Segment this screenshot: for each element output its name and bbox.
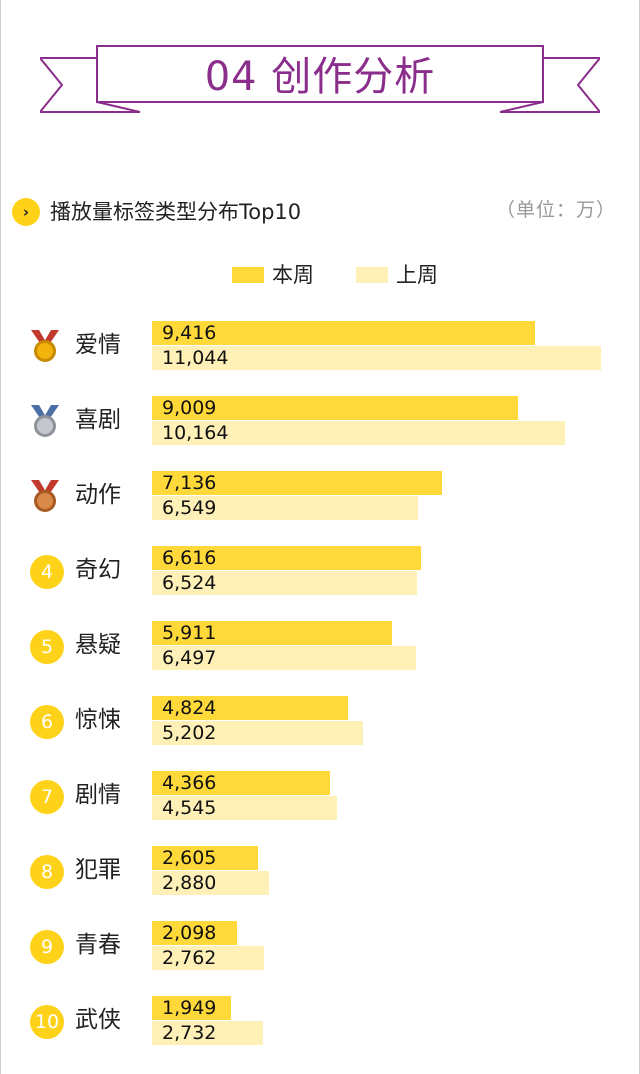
rank-badge: 8 xyxy=(30,855,64,889)
bar-current-week xyxy=(152,621,393,645)
category-label: 青春 xyxy=(75,932,121,958)
bar-previous-week xyxy=(152,646,417,670)
data-label-previous-week: 6,497 xyxy=(162,647,217,669)
category-label: 剧情 xyxy=(75,782,121,808)
legend-label-current: 本周 xyxy=(272,263,314,287)
data-label-previous-week: 2,732 xyxy=(162,1022,217,1044)
category-label: 爱情 xyxy=(75,332,121,358)
data-label-current-week: 9,416 xyxy=(162,322,217,344)
data-label-current-week: 4,824 xyxy=(162,697,217,719)
data-label-previous-week: 2,762 xyxy=(162,947,217,969)
chart-row: 10 武侠 1,949 2,732 xyxy=(0,996,640,1046)
data-label-current-week: 2,605 xyxy=(162,847,217,869)
data-label-previous-week: 6,524 xyxy=(162,572,217,594)
bar-current-week xyxy=(152,846,258,870)
data-label-previous-week: 11,044 xyxy=(162,347,229,369)
data-label-current-week: 1,949 xyxy=(162,997,217,1019)
chart-row: 6 惊悚 4,824 5,202 xyxy=(0,696,640,746)
chart-row: 喜剧 9,009 10,164 xyxy=(0,396,640,446)
banner-ribbon-shape xyxy=(40,45,600,113)
bar-current-week xyxy=(152,996,232,1020)
data-label-previous-week: 4,545 xyxy=(162,797,217,819)
data-label-previous-week: 6,549 xyxy=(162,497,217,519)
chart-row: 5 悬疑 5,911 6,497 xyxy=(0,621,640,671)
frame-left-border xyxy=(0,0,1,1074)
data-label-current-week: 6,616 xyxy=(162,547,217,569)
data-label-current-week: 5,911 xyxy=(162,622,217,644)
chart-row: 动作 7,136 6,549 xyxy=(0,471,640,521)
bar-previous-week xyxy=(152,1021,264,1045)
category-label: 惊悚 xyxy=(75,707,121,733)
bar-current-week xyxy=(152,771,330,795)
category-label: 犯罪 xyxy=(75,857,121,883)
bar-current-week xyxy=(152,696,349,720)
data-label-current-week: 9,009 xyxy=(162,397,217,419)
rank-badge: 10 xyxy=(30,1005,64,1039)
legend-swatch-current xyxy=(232,267,264,283)
data-label-previous-week: 5,202 xyxy=(162,722,217,744)
rank-badge: 9 xyxy=(30,930,64,964)
chevron-right-icon: › xyxy=(12,198,40,226)
rank-badge: 6 xyxy=(30,705,64,739)
bar-current-week xyxy=(152,471,443,495)
category-label: 喜剧 xyxy=(75,407,121,433)
data-label-current-week: 2,098 xyxy=(162,922,217,944)
bar-previous-week xyxy=(152,796,337,820)
bar-current-week xyxy=(152,921,238,945)
bar-previous-week xyxy=(152,721,364,745)
bar-previous-week xyxy=(152,946,265,970)
chart-row: 7 剧情 4,366 4,545 xyxy=(0,771,640,821)
category-label: 武侠 xyxy=(75,1007,121,1033)
medal-icon xyxy=(28,329,62,363)
rank-badge: 5 xyxy=(30,630,64,664)
chart-row: 爱情 9,416 11,044 xyxy=(0,321,640,371)
bar-current-week xyxy=(152,546,421,570)
bar-previous-week xyxy=(152,346,601,370)
data-label-current-week: 4,366 xyxy=(162,772,217,794)
bar-previous-week xyxy=(152,421,566,445)
chart-row: 4 奇幻 6,616 6,524 xyxy=(0,546,640,596)
rank-badge: 4 xyxy=(30,555,64,589)
legend-swatch-previous xyxy=(356,267,388,283)
rank-badge: 7 xyxy=(30,780,64,814)
data-label-previous-week: 10,164 xyxy=(162,422,229,444)
medal-icon xyxy=(28,479,62,513)
data-label-current-week: 7,136 xyxy=(162,472,217,494)
bar-current-week xyxy=(152,321,535,345)
title-banner: 04 创作分析 xyxy=(40,40,600,116)
category-label: 奇幻 xyxy=(75,557,121,583)
chart-row: 8 犯罪 2,605 2,880 xyxy=(0,846,640,896)
page-title: 04 创作分析 xyxy=(204,54,436,100)
category-label: 悬疑 xyxy=(75,632,121,658)
bar-previous-week xyxy=(152,571,418,595)
chart-title: 播放量标签类型分布Top10 xyxy=(50,200,302,224)
data-label-previous-week: 2,880 xyxy=(162,872,217,894)
bar-previous-week xyxy=(152,871,270,895)
bar-current-week xyxy=(152,396,519,420)
category-label: 动作 xyxy=(75,482,121,508)
unit-label: （单位：万） xyxy=(495,199,616,221)
bar-previous-week xyxy=(152,496,419,520)
medal-icon xyxy=(28,404,62,438)
chart-row: 9 青春 2,098 2,762 xyxy=(0,921,640,971)
legend-label-previous: 上周 xyxy=(396,263,438,287)
